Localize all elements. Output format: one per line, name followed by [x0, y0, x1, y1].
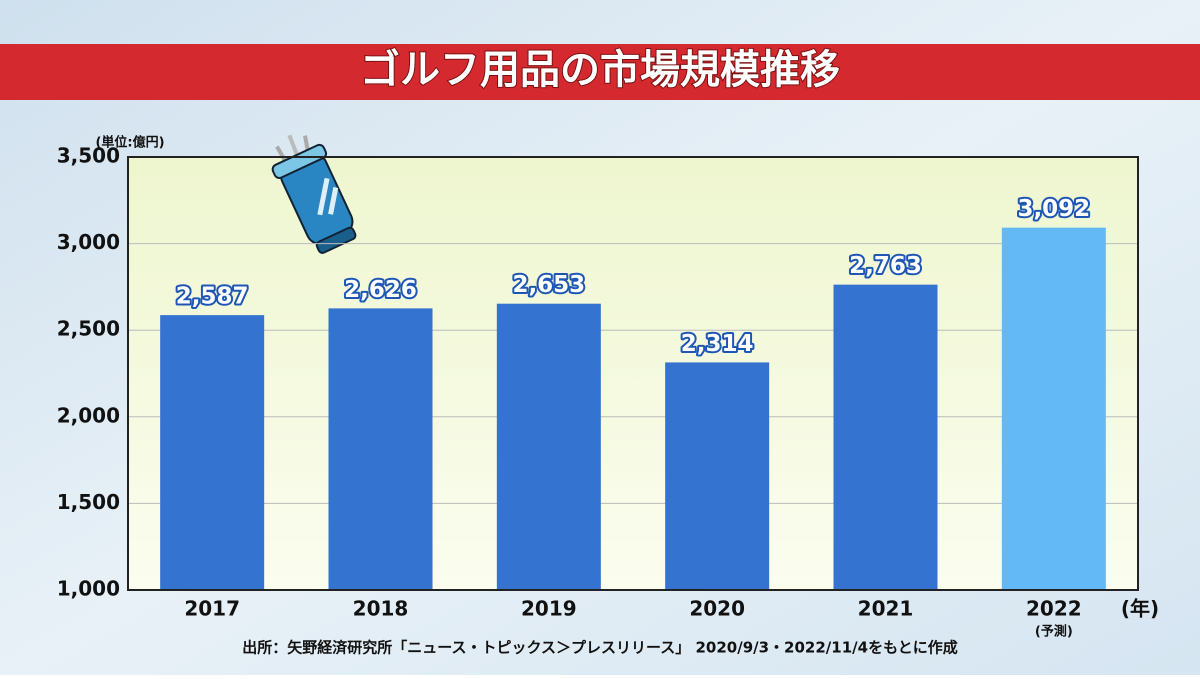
value-label: 2,763	[849, 253, 922, 279]
chart-title: ゴルフ用品の市場規模推移	[360, 46, 840, 93]
bar	[665, 362, 770, 590]
x-unit: (年)	[1121, 597, 1159, 621]
bar	[160, 315, 265, 590]
bar	[496, 303, 601, 590]
y-tick-label: 3,500	[57, 144, 120, 168]
x-tick-label: 2021	[858, 597, 914, 621]
x-tick-label: 2017	[184, 597, 240, 621]
y-tick-label: 2,000	[57, 403, 120, 427]
y-tick-label: 1,000	[57, 577, 120, 601]
y-tick-label: 2,500	[57, 317, 120, 341]
golf-bag-icon	[271, 134, 357, 254]
x-tick-label: 2022	[1026, 597, 1082, 621]
y-tick-label: 1,500	[57, 490, 120, 514]
x-tick-label: 2018	[353, 597, 409, 621]
forecast-note: (予測)	[1035, 624, 1073, 640]
bar	[833, 284, 938, 590]
value-label: 2,626	[344, 277, 417, 303]
y-unit: (単位:億円)	[95, 135, 164, 151]
plot-frame	[127, 156, 1139, 591]
value-label: 3,092	[1017, 196, 1090, 222]
plot-area	[127, 156, 1139, 591]
x-tick-label: 2019	[521, 597, 577, 621]
x-tick-label: 2020	[689, 597, 745, 621]
title-band	[0, 44, 1200, 100]
value-label: 2,587	[176, 284, 249, 310]
bar	[328, 308, 433, 590]
value-label: 2,314	[681, 331, 754, 357]
y-tick-label: 3,000	[57, 230, 120, 254]
value-label: 2,653	[512, 272, 585, 298]
bar	[1001, 227, 1106, 591]
source-note: 出所：矢野経済研究所「ニュース・トピックス＞プレスリリース」 2020/9/3・…	[242, 639, 958, 657]
